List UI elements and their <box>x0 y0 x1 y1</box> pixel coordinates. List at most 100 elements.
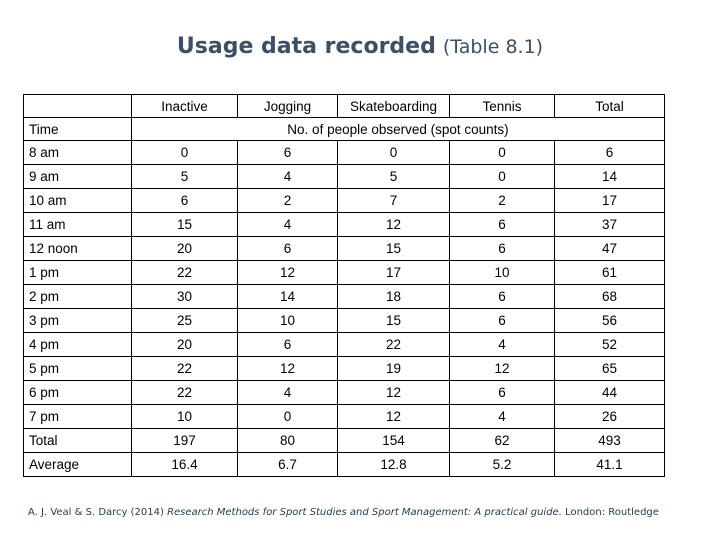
header-inactive: Inactive <box>131 94 238 118</box>
row-time-label: Average <box>23 452 132 477</box>
table-cell: 0 <box>449 164 555 189</box>
table-cell: 47 <box>554 236 665 261</box>
table-cell: 41.1 <box>554 452 665 477</box>
row-time-label: 12 noon <box>23 236 132 261</box>
table-cell: 6 <box>449 212 555 237</box>
table-cell: 7 <box>337 188 450 213</box>
table-cell: 493 <box>554 428 665 453</box>
header-corner-cell <box>23 94 132 118</box>
table-row: 12 noon 20 6 15 6 47 <box>23 236 665 261</box>
table-cell: 12 <box>449 356 555 381</box>
table-cell: 4 <box>237 212 338 237</box>
row-time-label: 5 pm <box>23 356 132 381</box>
citation-book-title: Research Methods for Sport Studies and S… <box>167 507 562 518</box>
table-cell: 15 <box>337 308 450 333</box>
header-skateboarding: Skateboarding <box>337 94 450 118</box>
row-time-label: 2 pm <box>23 284 132 309</box>
table-cell: 30 <box>131 284 238 309</box>
row-time-label: 1 pm <box>23 260 132 285</box>
table-cell: 0 <box>131 140 238 165</box>
table-row: Total 197 80 154 62 493 <box>23 428 665 453</box>
table-cell: 2 <box>449 188 555 213</box>
table-cell: 62 <box>449 428 555 453</box>
table-cell: 15 <box>337 236 450 261</box>
table-cell: 0 <box>337 140 450 165</box>
table-cell: 22 <box>337 332 450 357</box>
table-cell: 12 <box>237 356 338 381</box>
table-cell: 16.4 <box>131 452 238 477</box>
table-cell: 14 <box>237 284 338 309</box>
row-time-label: 3 pm <box>23 308 132 333</box>
table-row: 2 pm 30 14 18 6 68 <box>23 284 665 309</box>
table-row: 3 pm 25 10 15 6 56 <box>23 308 665 333</box>
table-row: 10 am 6 2 7 2 17 <box>23 188 665 213</box>
table-cell: 6 <box>131 188 238 213</box>
time-header: Time <box>23 117 132 141</box>
table-cell: 26 <box>554 404 665 429</box>
header-tennis: Tennis <box>449 94 555 118</box>
table-cell: 6 <box>237 140 338 165</box>
table-cell: 10 <box>237 308 338 333</box>
subheader-row: Time No. of people observed (spot counts… <box>23 117 665 141</box>
table-cell: 12 <box>237 260 338 285</box>
table-cell: 22 <box>131 380 238 405</box>
table-cell: 15 <box>131 212 238 237</box>
table-cell: 20 <box>131 236 238 261</box>
row-time-label: 7 pm <box>23 404 132 429</box>
row-time-label: 10 am <box>23 188 132 213</box>
table-cell: 17 <box>337 260 450 285</box>
table-cell: 6 <box>237 332 338 357</box>
table-cell: 19 <box>337 356 450 381</box>
row-time-label: 9 am <box>23 164 132 189</box>
table-cell: 154 <box>337 428 450 453</box>
table-cell: 10 <box>449 260 555 285</box>
table-cell: 5.2 <box>449 452 555 477</box>
row-time-label: 4 pm <box>23 332 132 357</box>
table-row: Average 16.4 6.7 12.8 5.2 41.1 <box>23 452 665 477</box>
table-cell: 14 <box>554 164 665 189</box>
table-cell: 6 <box>449 308 555 333</box>
table-row: 6 pm 22 4 12 6 44 <box>23 380 665 405</box>
table-cell: 80 <box>237 428 338 453</box>
table-row: 11 am 15 4 12 6 37 <box>23 212 665 237</box>
table-cell: 18 <box>337 284 450 309</box>
table-row: 4 pm 20 6 22 4 52 <box>23 332 665 357</box>
title-sub: (Table 8.1) <box>442 36 544 58</box>
table-cell: 6 <box>449 236 555 261</box>
table-row: 1 pm 22 12 17 10 61 <box>23 260 665 285</box>
spot-counts-header: No. of people observed (spot counts) <box>131 117 665 141</box>
table-row: 8 am 0 6 0 0 6 <box>23 140 665 165</box>
table-cell: 2 <box>237 188 338 213</box>
table-cell: 12 <box>337 212 450 237</box>
table-cell: 22 <box>131 356 238 381</box>
table-cell: 56 <box>554 308 665 333</box>
table-cell: 17 <box>554 188 665 213</box>
table-cell: 12.8 <box>337 452 450 477</box>
table-cell: 44 <box>554 380 665 405</box>
table-cell: 6 <box>449 380 555 405</box>
table-cell: 68 <box>554 284 665 309</box>
table-cell: 0 <box>449 140 555 165</box>
table-cell: 0 <box>237 404 338 429</box>
table-cell: 4 <box>237 164 338 189</box>
table-cell: 5 <box>337 164 450 189</box>
table-row: 9 am 5 4 5 0 14 <box>23 164 665 189</box>
header-jogging: Jogging <box>237 94 338 118</box>
row-time-label: 6 pm <box>23 380 132 405</box>
table-cell: 10 <box>131 404 238 429</box>
activity-header-row: Inactive Jogging Skateboarding Tennis To… <box>23 94 665 118</box>
table-cell: 37 <box>554 212 665 237</box>
table-cell: 6 <box>237 236 338 261</box>
table-cell: 65 <box>554 356 665 381</box>
table-cell: 4 <box>237 380 338 405</box>
table-cell: 5 <box>131 164 238 189</box>
table-cell: 4 <box>449 404 555 429</box>
row-time-label: 8 am <box>23 140 132 165</box>
table-cell: 6 <box>449 284 555 309</box>
table-cell: 6.7 <box>237 452 338 477</box>
usage-table: Inactive Jogging Skateboarding Tennis To… <box>23 94 665 477</box>
table-cell: 22 <box>131 260 238 285</box>
table-cell: 20 <box>131 332 238 357</box>
table-cell: 12 <box>337 380 450 405</box>
title-main: Usage data recorded <box>176 34 436 59</box>
